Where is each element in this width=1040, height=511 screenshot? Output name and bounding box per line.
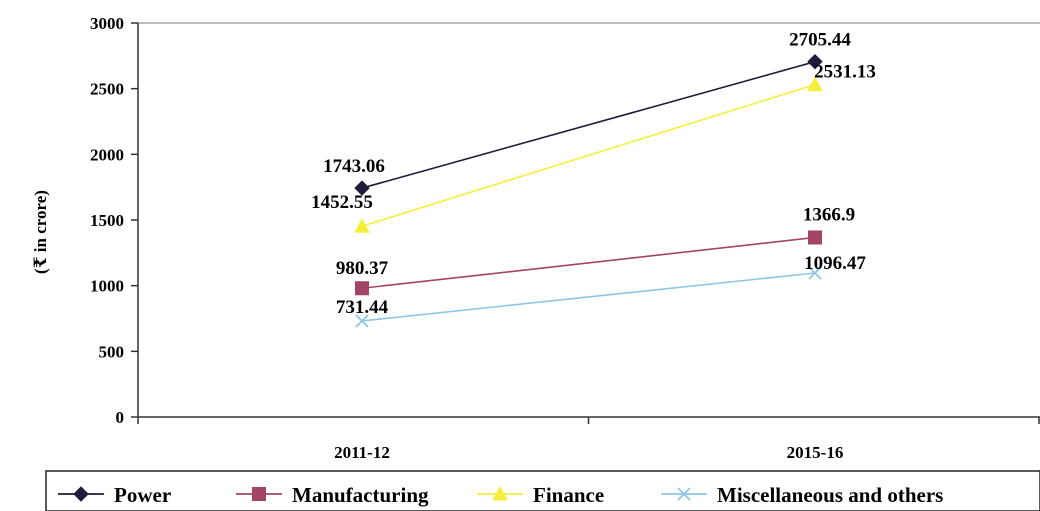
series-line-finance <box>361 83 816 227</box>
data-label-finance: 2531.13 <box>814 62 876 83</box>
legend-marker-manufacturing <box>252 487 266 501</box>
marker-stroke <box>355 314 369 328</box>
data-label-manufacturing: 1366.9 <box>803 204 855 225</box>
data-label-manufacturing: 980.37 <box>336 258 389 279</box>
legend-marker-finance <box>492 485 508 501</box>
y-tick-label: 3000 <box>90 14 124 33</box>
series-line-miscellaneous-and-others <box>361 272 816 322</box>
data-point-manufacturing <box>355 281 369 296</box>
y-tick-label: 0 <box>116 408 125 427</box>
data-point-finance <box>807 76 823 92</box>
data-label-finance: 1452.55 <box>311 192 373 213</box>
y-tick-label: 1000 <box>90 277 124 296</box>
legend-label-power: Power <box>114 483 171 507</box>
legend-marker-miscellaneous-and-others <box>677 487 691 501</box>
y-tick-label: 1500 <box>90 211 124 230</box>
legend-label-finance: Finance <box>533 483 604 507</box>
legend-box <box>45 470 1040 511</box>
legend-marker-power <box>73 486 89 502</box>
data-label-power: 2705.44 <box>789 30 851 51</box>
data-point-power <box>354 180 370 196</box>
series-line-manufacturing <box>361 236 816 290</box>
marker-stroke <box>677 487 691 501</box>
data-point-manufacturing <box>808 230 822 245</box>
y-tick-label: 500 <box>99 342 125 361</box>
data-point-miscellaneous-and-others <box>355 314 369 328</box>
legend-label-manufacturing: Manufacturing <box>292 483 429 507</box>
data-label-power: 1743.06 <box>323 156 385 177</box>
data-label-miscellaneous-and-others: 1096.47 <box>804 253 866 274</box>
data-label-miscellaneous-and-others: 731.44 <box>336 297 389 318</box>
x-tick-label: 2015-16 <box>787 443 844 462</box>
legend: Power Manufacturing Finance Miscellaneous a… <box>45 470 1040 511</box>
legend-label-miscellaneous-and-others: Miscellaneous and others <box>717 483 943 507</box>
data-point-finance <box>354 218 370 233</box>
marker-stroke <box>808 266 822 280</box>
x-tick-label: 2011-12 <box>334 443 390 462</box>
axes: 0 500 1000 1500 2000 2500 3000 2011-12 2015-16 <box>90 14 1040 462</box>
data-point-power <box>807 53 823 70</box>
series-line-power <box>361 60 816 189</box>
series-lines <box>354 53 823 328</box>
data-labels: 1743.06 2705.44 980.37 1366.9 1452.55 2531.13… <box>311 30 876 318</box>
y-tick-label: 2000 <box>90 145 124 164</box>
data-point-miscellaneous-and-others <box>808 266 822 280</box>
y-tick-label: 2500 <box>90 80 124 99</box>
y-axis-title: (₹ in crore) <box>31 190 50 274</box>
